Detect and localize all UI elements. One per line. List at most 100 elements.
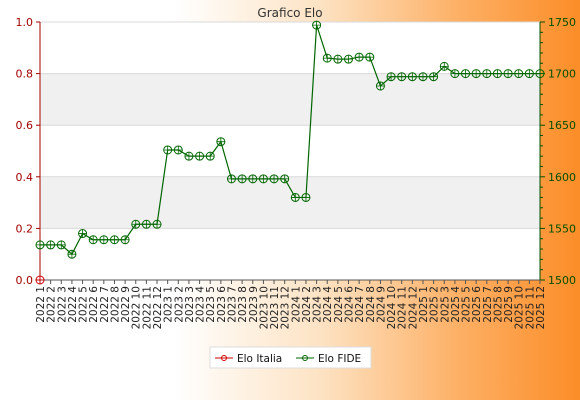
data-point-marker bbox=[36, 240, 44, 249]
data-point-marker bbox=[131, 220, 140, 229]
right-axis-tick-label: 1600 bbox=[548, 171, 576, 184]
x-axis-tick-label: 2023 5 bbox=[205, 286, 217, 323]
data-point-marker bbox=[440, 62, 449, 71]
x-axis-tick-label: 2023 11 bbox=[269, 286, 281, 329]
data-point-marker bbox=[67, 250, 76, 259]
series-elo-fide bbox=[35, 20, 545, 259]
data-point-marker bbox=[206, 152, 215, 161]
x-axis-tick-label: 2025 7 bbox=[482, 286, 494, 323]
data-point-marker bbox=[504, 69, 513, 78]
legend-marker-elo-italia bbox=[221, 355, 227, 361]
data-point-marker bbox=[514, 69, 523, 78]
x-axis-tick-label: 2025 10 bbox=[514, 286, 526, 329]
data-point-marker bbox=[493, 69, 502, 78]
x-axis-tick-label: 2023 4 bbox=[195, 286, 207, 323]
data-point-marker bbox=[174, 145, 183, 154]
data-point-marker bbox=[450, 69, 459, 78]
left-axis-tick-label: 1.0 bbox=[16, 16, 34, 29]
data-point-marker bbox=[408, 72, 417, 81]
x-axis-tick-label: 2023 2 bbox=[173, 286, 185, 323]
x-axis-tick-label: 2025 8 bbox=[492, 286, 504, 323]
chart-title: Grafico Elo bbox=[257, 6, 322, 20]
x-axis-tick-label: 2022 4 bbox=[67, 286, 79, 323]
data-point-marker bbox=[89, 235, 98, 244]
x-axis-tick-label: 2024 3 bbox=[312, 286, 324, 323]
x-axis-tick-label: 2024 10 bbox=[386, 286, 398, 329]
plot-area bbox=[40, 22, 540, 280]
data-point-marker bbox=[312, 21, 321, 30]
data-point-marker bbox=[227, 174, 236, 183]
x-axis-tick-label: 2025 2 bbox=[429, 286, 441, 323]
data-point-marker bbox=[184, 152, 193, 161]
x-axis-tick-label: 2023 10 bbox=[258, 286, 270, 329]
data-point-marker bbox=[270, 174, 279, 183]
x-axis-tick-label: 2024 7 bbox=[354, 286, 366, 323]
x-axis-tick-label: 2022 1 bbox=[35, 286, 47, 323]
data-point-marker bbox=[259, 174, 268, 183]
data-point-marker bbox=[482, 69, 491, 78]
legend-box bbox=[209, 346, 372, 369]
x-axis-tick-label: 2023 3 bbox=[184, 286, 196, 323]
x-axis-tick-label: 2025 6 bbox=[471, 286, 483, 323]
left-axis-tick-label: 0.6 bbox=[16, 119, 34, 132]
x-axis-tick-label: 2024 2 bbox=[301, 286, 313, 323]
x-axis-tick-label: 2025 3 bbox=[439, 286, 451, 323]
x-axis-tick-label: 2023 6 bbox=[216, 286, 228, 323]
x-axis-tick-label: 2025 11 bbox=[524, 286, 536, 329]
data-point-marker bbox=[99, 235, 108, 244]
x-axis-tick-label: 2022 5 bbox=[78, 286, 90, 323]
x-axis-tick-label: 2022 12 bbox=[152, 286, 164, 329]
data-point-marker bbox=[301, 193, 310, 202]
x-axis-tick-label: 2022 10 bbox=[131, 286, 143, 329]
x-axis-tick-label: 2022 9 bbox=[120, 286, 132, 323]
plot-background bbox=[40, 22, 540, 280]
data-point-marker bbox=[355, 53, 364, 62]
x-axis-tick-label: 2025 1 bbox=[418, 286, 430, 323]
data-point-marker bbox=[36, 276, 44, 284]
legend-label-elo-italia: Elo Italia bbox=[237, 353, 282, 365]
x-axis-tick-label: 2024 5 bbox=[333, 286, 345, 323]
right-axis-tick-label: 1700 bbox=[548, 68, 576, 81]
data-point-marker bbox=[461, 69, 470, 78]
plot-band bbox=[40, 73, 540, 126]
x-axis-tick-label: 2024 4 bbox=[322, 286, 334, 323]
data-point-marker bbox=[333, 55, 342, 64]
x-axis-tick-label: 2023 8 bbox=[237, 286, 249, 323]
data-point-marker bbox=[142, 220, 151, 229]
right-axis-tick-label: 1550 bbox=[548, 222, 576, 235]
x-axis-tick-label: 2022 8 bbox=[109, 286, 121, 323]
data-point-marker bbox=[216, 137, 225, 146]
data-point-marker bbox=[121, 235, 130, 244]
data-point-marker bbox=[153, 220, 162, 229]
x-axis-tick-label: 2023 9 bbox=[248, 286, 260, 323]
data-point-marker bbox=[429, 72, 438, 81]
left-axis-tick-label: 0.4 bbox=[16, 171, 34, 184]
data-point-marker bbox=[248, 174, 257, 183]
data-point-marker bbox=[57, 240, 66, 249]
x-axis-tick-label: 2024 1 bbox=[290, 286, 302, 323]
series-elo-italia bbox=[35, 275, 45, 285]
data-point-marker bbox=[46, 240, 55, 249]
x-axis-tick-label: 2022 7 bbox=[99, 286, 111, 323]
data-point-marker bbox=[472, 69, 481, 78]
data-point-marker bbox=[536, 69, 544, 78]
right-axis-tick-label: 1500 bbox=[548, 274, 576, 287]
series-layer bbox=[35, 20, 545, 285]
x-axis-tick-label: 2023 12 bbox=[280, 286, 292, 329]
data-point-marker bbox=[291, 193, 300, 202]
data-point-marker bbox=[323, 54, 332, 63]
x-axis-tick-label: 2025 12 bbox=[535, 286, 547, 329]
right-axis-tick-label: 1650 bbox=[548, 119, 576, 132]
data-point-marker bbox=[344, 55, 353, 64]
data-point-marker bbox=[78, 229, 87, 238]
data-point-marker bbox=[397, 72, 406, 81]
x-axis-tick-label: 2025 4 bbox=[450, 286, 462, 323]
x-axis-tick-label: 2022 6 bbox=[88, 286, 100, 323]
data-point-marker bbox=[525, 69, 534, 78]
left-axis-tick-label: 0.2 bbox=[16, 222, 34, 235]
x-axis-tick-label: 2024 12 bbox=[407, 286, 419, 329]
data-point-marker bbox=[376, 81, 385, 90]
data-point-marker bbox=[110, 235, 119, 244]
